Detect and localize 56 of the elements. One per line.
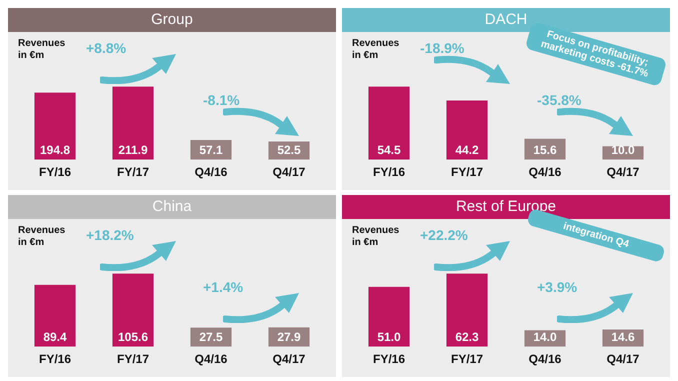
text: +22.2% [420, 227, 468, 243]
x-tick-label: FY/16 [38, 352, 72, 366]
data-label: 89.4 [43, 330, 67, 344]
text: +18.2% [86, 227, 134, 243]
x-tick-label: FY/16 [38, 165, 72, 180]
x-tick-label: FY/17 [450, 352, 484, 366]
data-label: 14.6 [611, 330, 635, 344]
data-label: 14.0 [533, 330, 557, 344]
x-tick-label: FY/17 [116, 352, 150, 366]
annotation: +1.4% [203, 279, 244, 295]
bar [446, 100, 488, 160]
y-axis-title: Revenues in €m [352, 225, 400, 249]
x-tick-label: FY/16 [372, 165, 406, 180]
text: -18.9% [420, 40, 464, 56]
data-label: 51.0 [377, 330, 401, 344]
data-label: 57.1 [199, 142, 223, 157]
data-label: 62.3 [455, 330, 479, 344]
data-label: 27.5 [199, 330, 223, 344]
x-tick-label: Q4/16 [528, 165, 562, 180]
x-tick-label: Q4/17 [606, 165, 640, 180]
x-tick-label: FY/17 [450, 165, 484, 180]
bar [34, 92, 76, 160]
x-tick-label: Q4/17 [606, 352, 640, 366]
x-tick-label: Q4/16 [194, 165, 228, 180]
annotation: -35.8% [537, 92, 582, 108]
x-tick-label: Q4/17 [272, 165, 306, 180]
data-label: 10.0 [611, 142, 635, 157]
y-axis-title: Revenues in €m [18, 38, 66, 62]
data-label: 54.5 [377, 142, 401, 157]
data-label: 44.2 [455, 142, 479, 157]
data-label: 52.5 [277, 142, 301, 157]
bar [112, 86, 154, 160]
chart-title: China [8, 195, 336, 219]
x-tick-label: FY/16 [372, 352, 406, 366]
bar [112, 274, 154, 347]
x-tick-label: FY/17 [116, 165, 150, 180]
x-tick-label: Q4/16 [528, 352, 562, 366]
data-label: 211.9 [118, 142, 148, 157]
annotation: +3.9% [537, 279, 578, 295]
y-axis-title: Revenues in €m [18, 225, 66, 249]
data-label: 194.8 [40, 142, 70, 157]
x-tick-label: Q4/16 [194, 352, 228, 366]
data-label: 105.6 [118, 330, 148, 344]
bar [446, 274, 488, 347]
text: +8.8% [86, 40, 126, 56]
chart-title: Rest of Europe [342, 195, 670, 219]
bar [368, 86, 410, 160]
data-label: 15.6 [533, 142, 557, 157]
bar [34, 284, 76, 347]
data-label: 27.9 [277, 330, 301, 344]
x-tick-label: Q4/17 [272, 352, 306, 366]
chart-title: Group [8, 8, 336, 32]
bar [368, 286, 410, 347]
chart-title: DACH [484, 11, 528, 28]
annotation: -8.1% [203, 92, 240, 108]
y-axis-title: Revenues in €m [352, 38, 400, 62]
